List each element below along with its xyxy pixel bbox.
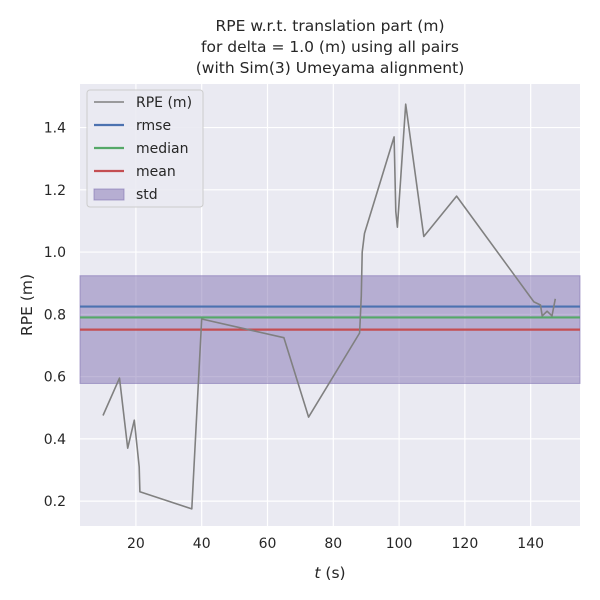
title-line-1: RPE w.r.t. translation part (m) (215, 17, 444, 35)
x-tick-label: 100 (386, 536, 413, 552)
x-tick-label: 20 (127, 536, 145, 552)
legend-label-rmse: rmse (136, 118, 171, 134)
chart-title: RPE w.r.t. translation part (m) for delt… (196, 17, 465, 77)
x-tick-label: 140 (517, 536, 544, 552)
legend-swatch-std (93, 188, 125, 201)
x-axis-label-unit: (s) (320, 564, 345, 582)
x-axis-label: t (s) (314, 564, 345, 582)
legend: RPE (m) rmse median mean std (86, 89, 204, 208)
y-tick-label: 0.8 (44, 307, 66, 323)
legend-label-mean: mean (136, 164, 176, 180)
x-tick-label: 40 (193, 536, 211, 552)
y-tick-label: 1.0 (44, 245, 66, 261)
series-line-rpe (102, 103, 557, 510)
legend-label-rpe: RPE (m) (136, 95, 192, 111)
y-tick-label: 1.4 (44, 121, 66, 137)
y-tick-label: 0.6 (44, 370, 66, 386)
y-axis-label: RPE (m) (18, 274, 36, 336)
title-line-2: for delta = 1.0 (m) using all pairs (201, 38, 459, 56)
y-tick-label: 0.2 (44, 494, 66, 510)
x-tick-label: 80 (324, 536, 342, 552)
x-tick-label: 60 (259, 536, 277, 552)
x-axis-label-symbol: t (314, 564, 321, 582)
series-lines (102, 103, 557, 510)
y-tick-label: 1.2 (44, 183, 66, 199)
stat-lines (80, 305, 580, 331)
legend-label-median: median (136, 141, 188, 157)
x-tick-label: 120 (452, 536, 479, 552)
legend-label-std: std (136, 187, 158, 203)
y-tick-label: 0.4 (44, 432, 66, 448)
y-tick-labels: 0.2 0.4 0.6 0.8 1.0 1.2 1.4 (44, 121, 66, 511)
legend-box (86, 89, 204, 208)
x-tick-labels: 20 40 60 80 100 120 140 (127, 536, 544, 552)
title-line-3: (with Sim(3) Umeyama alignment) (196, 59, 465, 77)
